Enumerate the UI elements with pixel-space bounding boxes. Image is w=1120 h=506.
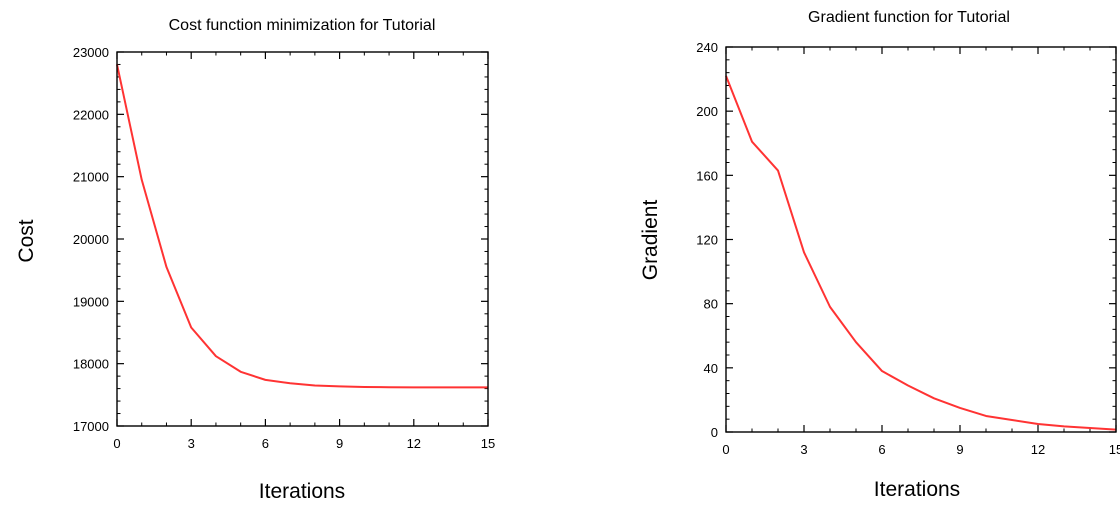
cost-y-tick-label: 21000	[73, 170, 109, 185]
gradient-y-tick-label: 200	[696, 104, 718, 119]
cost-chart-title: Cost function minimization for Tutorial	[169, 17, 436, 34]
cost-chart-ticks	[116, 51, 489, 427]
gradient-y-tick-label: 160	[696, 168, 718, 183]
cost-x-tick-label: 3	[188, 436, 195, 451]
cost-chart-y-axis-label: Cost	[15, 219, 38, 262]
gradient-series-line	[725, 75, 1117, 431]
gradient-y-tick-label: 0	[711, 425, 718, 440]
gradient-x-tick-label: 0	[722, 442, 729, 457]
gradient-y-tick-label: 240	[696, 40, 718, 55]
cost-x-tick-label: 6	[262, 436, 269, 451]
gradient-x-tick-label: 6	[878, 442, 885, 457]
cost-y-tick-label: 17000	[73, 419, 109, 434]
gradient-x-tick-label: 15	[1109, 442, 1120, 457]
cost-x-tick-label: 12	[407, 436, 421, 451]
gradient-y-tick-label: 80	[704, 297, 718, 312]
gradient-x-tick-label: 12	[1031, 442, 1045, 457]
cost-x-tick-label: 0	[113, 436, 120, 451]
gradient-chart-frame	[725, 46, 1117, 433]
gradient-chart-y-axis-label: Gradient	[639, 200, 662, 281]
gradient-x-tick-label: 3	[800, 442, 807, 457]
cost-series-line	[116, 64, 488, 389]
cost-y-tick-label: 20000	[73, 232, 109, 247]
cost-x-tick-label: 15	[481, 436, 495, 451]
cost-chart-tick-labels: 0 3 6 9 12 15 17000 18000 19000 20000 21000 22000 23…	[73, 45, 495, 451]
cost-y-tick-label: 23000	[73, 45, 109, 60]
gradient-chart: Gradient function for Tutorial Iteration…	[639, 9, 1120, 501]
cost-chart: Cost function minimization for Tutorial …	[15, 17, 495, 503]
gradient-chart-tick-labels: 0 3 6 9 12 15 0 40 80 120 160 200 240	[696, 40, 1120, 457]
gradient-y-tick-label: 40	[704, 361, 718, 376]
gradient-chart-ticks	[725, 46, 1117, 433]
gradient-x-tick-label: 9	[956, 442, 963, 457]
gradient-chart-title: Gradient function for Tutorial	[808, 9, 1010, 26]
cost-chart-frame	[116, 51, 489, 427]
gradient-chart-x-axis-label: Iterations	[874, 478, 960, 501]
cost-y-tick-label: 19000	[73, 294, 109, 309]
cost-x-tick-label: 9	[336, 436, 343, 451]
cost-y-tick-label: 22000	[73, 107, 109, 122]
gradient-y-tick-label: 120	[696, 233, 718, 248]
cost-chart-x-axis-label: Iterations	[259, 480, 345, 503]
cost-y-tick-label: 18000	[73, 357, 109, 372]
